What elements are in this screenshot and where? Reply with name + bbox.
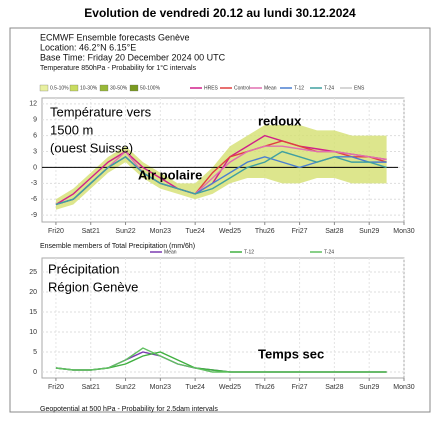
x-tick-label: Mon23 xyxy=(150,228,172,235)
legend-label: 10-30% xyxy=(80,85,98,91)
y-tick-label: 10 xyxy=(29,329,37,336)
annotation: redoux xyxy=(258,113,302,128)
legend-label: 30-50% xyxy=(110,85,128,91)
y-tick-label: -3 xyxy=(31,180,37,187)
legend-label: Mean xyxy=(164,249,177,255)
x-tick-label: Thu26 xyxy=(255,228,275,235)
legend-swatch xyxy=(39,84,49,92)
x-tick-label: Sun22 xyxy=(115,384,135,391)
header-line: ECMWF Ensemble forecasts Genève xyxy=(40,32,190,42)
series-line xyxy=(55,347,387,373)
x-tick-label: Fri20 xyxy=(48,384,64,391)
legend-label: HRES xyxy=(204,85,219,91)
y-tick-label: 3 xyxy=(33,148,37,155)
y-tick-label: 9 xyxy=(33,117,37,124)
panel-title: Ensemble members of Total Precipitation … xyxy=(40,243,195,250)
x-tick-label: Fri20 xyxy=(48,228,64,235)
legend-swatch xyxy=(99,84,109,92)
x-tick-label: Sat28 xyxy=(325,384,343,391)
x-tick-label: Sat21 xyxy=(82,384,100,391)
x-tick-label: Thu26 xyxy=(255,384,275,391)
legend-swatch xyxy=(129,84,139,92)
y-tick-label: 12 xyxy=(29,101,37,108)
x-tick-label: Sat21 xyxy=(82,228,100,235)
series-line xyxy=(55,150,387,206)
legend-label: Control xyxy=(234,85,250,91)
y-tick-label: 20 xyxy=(29,289,37,296)
x-tick-label: Mon30 xyxy=(393,384,415,391)
page-title: Evolution de vendredi 20.12 au lundi 30.… xyxy=(84,6,356,20)
x-tick-label: Sun22 xyxy=(115,228,135,235)
x-tick-label: Sat28 xyxy=(325,228,343,235)
x-tick-label: Fri27 xyxy=(292,384,308,391)
x-tick-label: Mon23 xyxy=(150,384,172,391)
y-tick-label: 0 xyxy=(33,369,37,376)
y-tick-label: -6 xyxy=(31,196,37,203)
legend-label: T-12 xyxy=(294,85,304,91)
annotation: Temps sec xyxy=(258,346,324,361)
legend-swatch xyxy=(69,84,79,92)
legend-label: 50-100% xyxy=(140,85,161,91)
x-tick-label: Sun29 xyxy=(359,228,379,235)
header-line: Temperature 850hPa - Probability for 1°C… xyxy=(40,64,197,72)
legend-label: T-24 xyxy=(324,85,334,91)
header-line: Base Time: Friday 20 December 2024 00 UT… xyxy=(40,52,226,62)
annotation: Précipitation xyxy=(48,261,120,276)
y-tick-label: 5 xyxy=(33,349,37,356)
x-tick-label: Mon30 xyxy=(393,228,415,235)
y-tick-label: 25 xyxy=(29,269,37,276)
annotation: Température vers xyxy=(50,104,152,119)
y-tick-label: -9 xyxy=(31,212,37,219)
legend-label: 0.5-10% xyxy=(50,85,69,91)
legend-label: Mean xyxy=(264,85,277,91)
x-tick-label: Wed25 xyxy=(219,228,241,235)
series-line xyxy=(55,145,387,206)
header-line: Location: 46.2°N 6.15°E xyxy=(40,42,136,52)
legend-label: ENS xyxy=(354,85,365,91)
x-tick-label: Sun29 xyxy=(359,384,379,391)
annotation: Air polaire xyxy=(138,167,202,182)
annotation: Région Genève xyxy=(48,279,138,294)
footer-line: Geopotential at 500 hPa - Probability fo… xyxy=(40,406,218,413)
annotation: (ouest Suisse) xyxy=(50,140,133,155)
legend-label: T-12 xyxy=(244,249,254,255)
x-tick-label: Tue24 xyxy=(185,228,205,235)
plot-area xyxy=(41,257,405,379)
x-tick-label: Fri27 xyxy=(292,228,308,235)
legend-label: T-24 xyxy=(324,249,334,255)
y-tick-label: 15 xyxy=(29,309,37,316)
x-tick-label: Wed25 xyxy=(219,384,241,391)
annotation: 1500 m xyxy=(50,122,93,137)
y-tick-label: 6 xyxy=(33,132,37,139)
y-tick-label: 0 xyxy=(33,164,37,171)
x-tick-label: Tue24 xyxy=(185,384,205,391)
